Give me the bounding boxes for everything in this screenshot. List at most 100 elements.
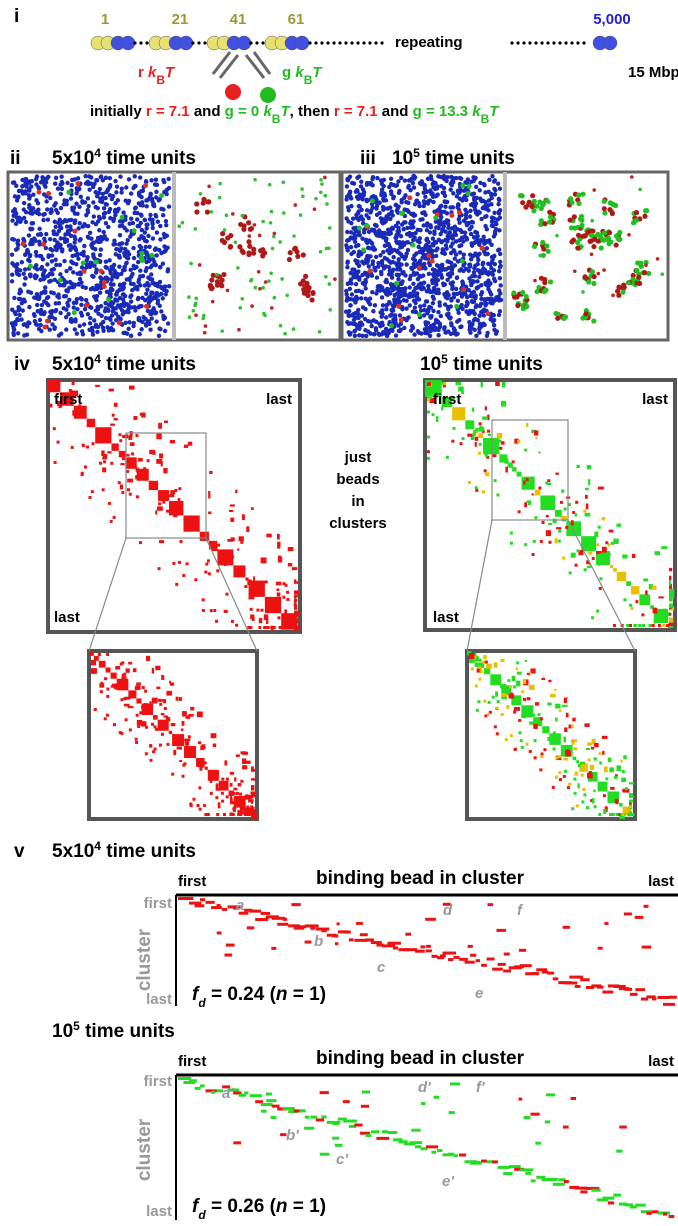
map-block — [534, 489, 541, 496]
note-line: clusters — [329, 515, 387, 532]
factor-cluster — [616, 284, 622, 290]
polymer-factor — [159, 193, 165, 199]
polymer-bead — [132, 184, 137, 189]
cluster-segment — [503, 952, 510, 956]
polymer-bead — [423, 320, 428, 325]
text-part: f — [192, 984, 200, 1005]
map-contact — [223, 813, 227, 816]
free-factor — [207, 184, 211, 189]
map-contact — [523, 480, 526, 485]
polymer-bead — [421, 286, 426, 291]
polymer-bead — [498, 251, 503, 257]
cluster-segment — [370, 941, 382, 945]
polymer-bead — [49, 207, 54, 212]
map-contact — [467, 433, 473, 437]
polymer-bead — [445, 174, 450, 180]
factor-cluster — [204, 209, 210, 215]
polymer-bead — [28, 290, 34, 295]
polymer-bead — [37, 253, 43, 259]
map-contact — [209, 470, 213, 474]
factor-cluster — [301, 286, 307, 293]
polymer-bead — [407, 285, 412, 290]
map-contact — [501, 684, 507, 688]
axis-title: binding bead in cluster — [316, 1048, 525, 1069]
polymer-bead — [398, 233, 404, 239]
map-contact — [111, 444, 115, 448]
map-contact — [508, 685, 512, 689]
polymer-bead — [129, 293, 134, 298]
map-contact — [567, 503, 571, 507]
polymer-bead — [11, 327, 17, 332]
polymer-bead — [25, 324, 30, 329]
map-contact — [554, 775, 558, 779]
map-contact — [508, 694, 515, 699]
cluster-segment — [216, 1089, 224, 1093]
map-block — [521, 476, 535, 490]
factor-cluster — [305, 292, 311, 299]
map-contact — [134, 737, 138, 741]
polymer-bead — [490, 272, 496, 277]
polymer-bead — [14, 215, 19, 220]
polymer-bead — [157, 197, 162, 202]
cluster-segment — [475, 1160, 481, 1164]
map-contact — [177, 560, 181, 564]
cluster-segment — [624, 987, 633, 991]
polymer-bead — [51, 266, 57, 272]
map-contact — [81, 443, 85, 448]
map-contact — [149, 449, 156, 455]
free-factor — [263, 280, 268, 284]
polymer-bead — [376, 260, 381, 266]
map-contact — [99, 461, 103, 465]
polymer-bead — [96, 239, 101, 245]
polymer-bead — [136, 317, 141, 322]
map-contact — [521, 714, 527, 719]
map-contact — [122, 434, 126, 438]
cluster-segment — [343, 930, 351, 934]
map-contact — [144, 689, 148, 693]
map-contact — [225, 795, 229, 799]
cluster-segment — [246, 926, 255, 930]
map-contact — [138, 541, 142, 545]
polymer-bead — [89, 175, 94, 180]
polymer-bead — [496, 294, 501, 299]
map-contact — [581, 800, 585, 804]
factor-cluster — [620, 289, 626, 295]
polymer-bead — [456, 310, 461, 316]
map-contact — [591, 738, 596, 745]
factor-cluster — [517, 193, 524, 199]
map-contact — [260, 557, 267, 564]
map-contact — [170, 722, 176, 727]
map-contact — [586, 464, 592, 470]
free-factor — [312, 207, 317, 211]
polymer-bead — [370, 290, 375, 295]
polymer-bead — [420, 250, 425, 255]
map-contact — [57, 400, 63, 407]
map-contact — [184, 521, 188, 525]
polymer-bead — [497, 276, 503, 281]
polymer-bead — [365, 245, 371, 250]
polymer-bead — [132, 304, 137, 310]
map-contact — [287, 562, 293, 567]
chain-dot — [133, 41, 137, 45]
polymer-bead — [145, 287, 150, 292]
free-factor — [320, 182, 324, 186]
chain-dot — [332, 41, 336, 45]
polymer-bead — [419, 179, 424, 184]
map-block — [136, 698, 142, 704]
polymer-bead — [91, 252, 96, 257]
map-contact — [196, 804, 200, 808]
cluster-segment — [304, 940, 312, 944]
map-contact — [220, 791, 224, 795]
factor-cluster — [538, 218, 544, 224]
polymer-bead — [421, 223, 426, 228]
polymer-bead — [98, 234, 104, 240]
cluster-segment — [552, 977, 559, 981]
factor-cluster — [514, 294, 520, 300]
polymer-factor — [72, 228, 78, 234]
polymer-bead — [56, 228, 62, 234]
polymer-bead — [77, 238, 82, 243]
factor-cluster — [240, 249, 246, 256]
polymer-bead — [411, 261, 416, 267]
polymer-bead — [21, 271, 26, 277]
polymer-bead — [356, 315, 361, 321]
